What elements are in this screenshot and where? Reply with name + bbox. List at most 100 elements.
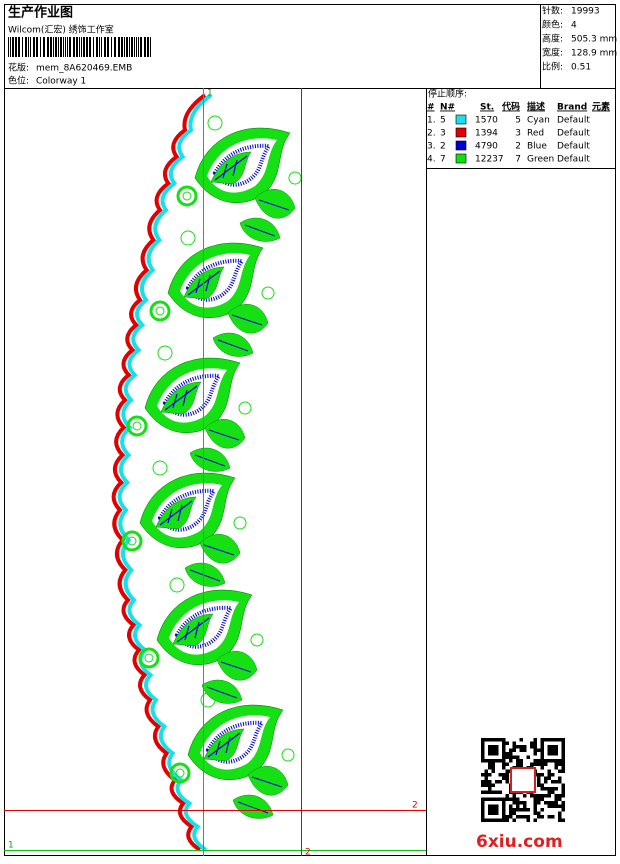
qr-cell	[558, 818, 562, 822]
bar-stripe	[96, 37, 98, 57]
qr-cell	[561, 748, 565, 752]
qr-cell	[533, 811, 537, 815]
bar-stripe	[111, 37, 112, 57]
qr-cell	[533, 738, 537, 742]
description: Blue	[527, 142, 547, 152]
qr-cell	[481, 804, 485, 808]
brand: Default	[557, 155, 590, 165]
qr-cell	[540, 815, 544, 819]
color-swatch	[455, 153, 467, 164]
guide-label: 2	[412, 801, 418, 811]
qr-cell	[523, 804, 527, 808]
qr-cell	[561, 766, 565, 770]
bar-stripe	[50, 37, 52, 57]
qr-cell	[512, 811, 516, 815]
qr-cell	[505, 773, 509, 777]
qr-cell	[554, 748, 558, 752]
motif	[169, 691, 296, 821]
qr-cell	[551, 787, 555, 791]
qr-cell	[561, 759, 565, 763]
qr-cell	[495, 797, 499, 801]
qr-cell	[558, 762, 562, 766]
qr-cell	[558, 811, 562, 815]
qr-cell	[547, 804, 551, 808]
description: Cyan	[527, 116, 550, 126]
qr-cell	[488, 748, 492, 752]
info-label: 颜色:	[542, 19, 563, 31]
qr-cell	[512, 748, 516, 752]
qr-cell	[484, 780, 488, 784]
bar-stripe	[8, 37, 9, 57]
qr-cell	[516, 759, 520, 763]
qr-cell	[481, 797, 485, 801]
qr-cell	[547, 787, 551, 791]
qr-cell	[561, 752, 565, 756]
qr-cell	[502, 752, 506, 756]
info-label: 高度:	[542, 33, 563, 45]
qr-cell	[495, 780, 499, 784]
brand: Default	[557, 142, 590, 152]
qr-cell	[561, 801, 565, 805]
qr-cell	[558, 794, 562, 798]
qr-cell	[537, 797, 541, 801]
qr-cell	[505, 794, 509, 798]
qr-cell	[498, 780, 502, 784]
qr-cell	[502, 776, 506, 780]
bar-stripe	[124, 37, 125, 57]
qr-cell	[533, 745, 537, 749]
qr-cell	[516, 801, 520, 805]
motif	[149, 229, 276, 359]
qr-cell	[491, 762, 495, 766]
qr-cell	[481, 801, 485, 805]
qr-cell	[481, 818, 485, 822]
row-index: 3.	[427, 142, 436, 152]
qr-cell	[495, 804, 499, 808]
qr-cell	[519, 808, 523, 812]
qr-cell	[544, 776, 548, 780]
brand: Default	[557, 116, 590, 126]
qr-cell	[502, 811, 506, 815]
qr-cell	[551, 748, 555, 752]
bar-stripe	[36, 37, 38, 57]
qr-cell	[540, 759, 544, 763]
qr-cell	[484, 783, 488, 787]
qr-cell	[554, 766, 558, 770]
bar-stripe	[79, 37, 80, 57]
color-swatch	[455, 127, 467, 138]
row-index: 2.	[427, 129, 436, 139]
qr-cell	[533, 804, 537, 808]
qr-cell	[491, 818, 495, 822]
qr-cell	[512, 794, 516, 798]
qr-cell	[498, 797, 502, 801]
qr-cell	[502, 766, 506, 770]
qr-cell	[491, 797, 495, 801]
needle: 2	[440, 142, 446, 152]
qr-cell	[495, 790, 499, 794]
qr-cell	[505, 755, 509, 759]
qr-cell	[547, 801, 551, 805]
bar-stripe	[28, 37, 29, 57]
qr-cell	[526, 808, 530, 812]
qr-cell	[491, 759, 495, 763]
qr-cell	[519, 738, 523, 742]
bar-stripe	[22, 37, 23, 57]
qr-cell	[481, 780, 485, 784]
brand: Default	[557, 129, 590, 139]
qr-cell	[558, 776, 562, 780]
qr-cell	[561, 804, 565, 808]
qr-cell	[533, 801, 537, 805]
column-header: 代码	[501, 101, 520, 113]
qr-cell	[512, 797, 516, 801]
qr-cell	[509, 804, 513, 808]
qr-cell	[558, 759, 562, 763]
bar-stripe	[138, 37, 139, 57]
qr-cell	[561, 755, 565, 759]
qr-cell	[502, 818, 506, 822]
bar-stripe	[63, 37, 64, 57]
qr-cell	[488, 787, 492, 791]
qr-cell	[488, 790, 492, 794]
needle: 3	[440, 129, 446, 139]
qr-cell	[551, 752, 555, 756]
qr-cell	[540, 797, 544, 801]
qr-cell	[495, 808, 499, 812]
